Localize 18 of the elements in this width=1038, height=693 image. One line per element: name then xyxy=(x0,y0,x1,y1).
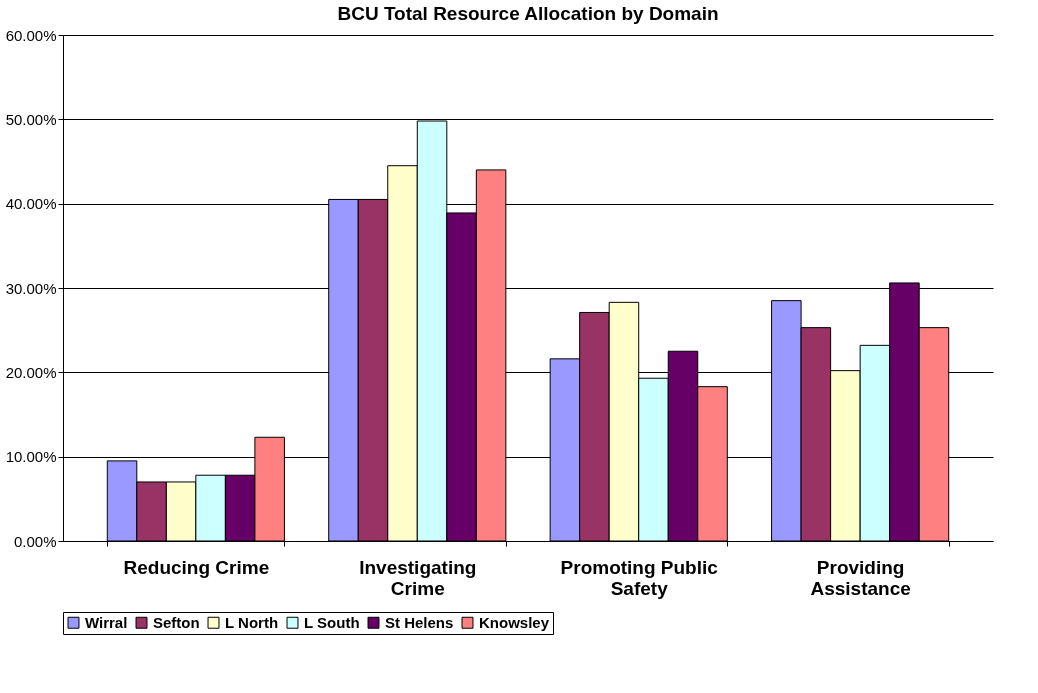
y-tick-label: 30.00% xyxy=(5,279,57,297)
y-tick-label: 40.00% xyxy=(5,195,57,213)
y-tick-label: 60.00% xyxy=(5,26,57,44)
legend-label: L North xyxy=(225,613,279,631)
y-tick-label: 0.00% xyxy=(13,532,57,550)
legend-label: Sefton xyxy=(153,613,200,631)
y-tick-label: 50.00% xyxy=(5,110,57,128)
y-tick-label: 10.00% xyxy=(5,448,57,466)
legend-label: L South xyxy=(304,613,360,631)
chart-title: BCU Total Resource Allocation by Domain xyxy=(337,3,719,24)
y-tick-label: 20.00% xyxy=(5,363,57,381)
x-tick-label: Investigating Crime xyxy=(359,556,477,599)
x-tick-label: Reducing Crime xyxy=(123,556,270,578)
x-tick-label: Promoting Public Safety xyxy=(560,556,719,599)
legend-label: Knowsley xyxy=(479,613,550,631)
legend-label: St Helens xyxy=(385,613,454,631)
x-tick-label: Providing Assistance xyxy=(810,556,911,599)
legend-label: Wirral xyxy=(85,613,128,631)
